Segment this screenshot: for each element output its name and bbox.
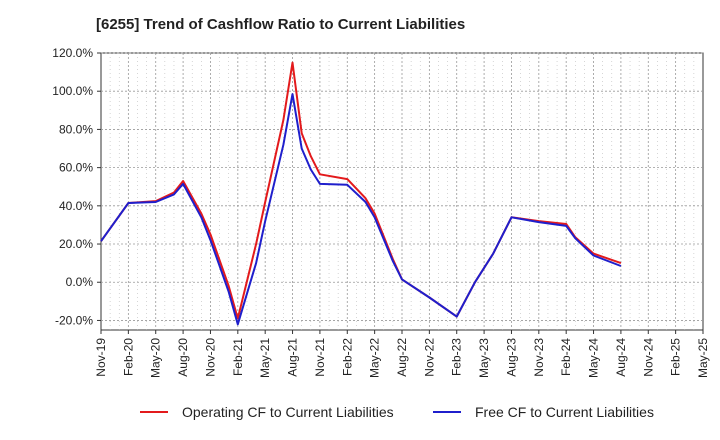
x-tick-label: May-24 bbox=[587, 338, 601, 378]
x-tick-label: Feb-23 bbox=[450, 338, 464, 376]
legend-item-free-cf: Free CF to Current Liabilities bbox=[433, 404, 654, 420]
y-tick-label: 0.0% bbox=[66, 275, 94, 289]
x-tick-label: Feb-20 bbox=[121, 338, 135, 376]
x-tick-label: Nov-20 bbox=[203, 338, 217, 377]
x-tick-label: May-23 bbox=[477, 338, 491, 378]
x-tick-label: Feb-24 bbox=[559, 338, 573, 376]
x-tick-label: May-21 bbox=[258, 338, 272, 378]
legend-swatch-free-cf bbox=[433, 411, 461, 413]
y-tick-label: 40.0% bbox=[59, 199, 93, 213]
axis-layer: -20.0% 0.0% 20.0% 40.0% 60.0% 80.0% 100.0% 120.… bbox=[52, 46, 710, 378]
legend-swatch-operating-cf bbox=[140, 411, 168, 413]
x-tick-label: Feb-25 bbox=[669, 338, 683, 376]
x-tick-label: May-20 bbox=[149, 338, 163, 378]
x-tick-label: Aug-22 bbox=[395, 338, 409, 377]
legend-item-operating-cf: Operating CF to Current Liabilities bbox=[140, 404, 394, 420]
x-tick-label: Nov-21 bbox=[313, 338, 327, 377]
legend-label-free-cf: Free CF to Current Liabilities bbox=[475, 404, 654, 420]
legend-label-operating-cf: Operating CF to Current Liabilities bbox=[182, 404, 394, 420]
x-tick-label: Nov-22 bbox=[422, 338, 436, 377]
x-tick-label: May-22 bbox=[368, 338, 382, 378]
x-tick-label: Aug-21 bbox=[286, 338, 300, 377]
series-line-free-cf bbox=[100, 93, 622, 326]
grid-layer bbox=[101, 52, 703, 330]
x-tick-label: Nov-19 bbox=[94, 338, 108, 377]
y-tick-label: 80.0% bbox=[59, 122, 93, 136]
y-tick-label: -20.0% bbox=[55, 313, 93, 327]
chart-title: [6255] Trend of Cashflow Ratio to Curren… bbox=[96, 16, 466, 33]
x-tick-label: Feb-22 bbox=[340, 338, 354, 376]
x-tick-label: Nov-24 bbox=[641, 338, 655, 377]
y-tick-label: 60.0% bbox=[59, 161, 93, 175]
y-tick-label: 20.0% bbox=[59, 237, 93, 251]
x-tick-label: Feb-21 bbox=[231, 338, 245, 376]
x-tick-label: Aug-23 bbox=[504, 338, 518, 377]
x-tick-label: Nov-23 bbox=[532, 338, 546, 377]
x-tick-label: Aug-20 bbox=[176, 338, 190, 377]
x-tick-label: May-25 bbox=[696, 338, 710, 378]
y-tick-label: 100.0% bbox=[52, 84, 93, 98]
x-tick-label: Aug-24 bbox=[614, 338, 628, 377]
plot-area bbox=[100, 52, 704, 331]
series-layer bbox=[100, 61, 622, 326]
y-tick-label: 120.0% bbox=[52, 46, 93, 60]
